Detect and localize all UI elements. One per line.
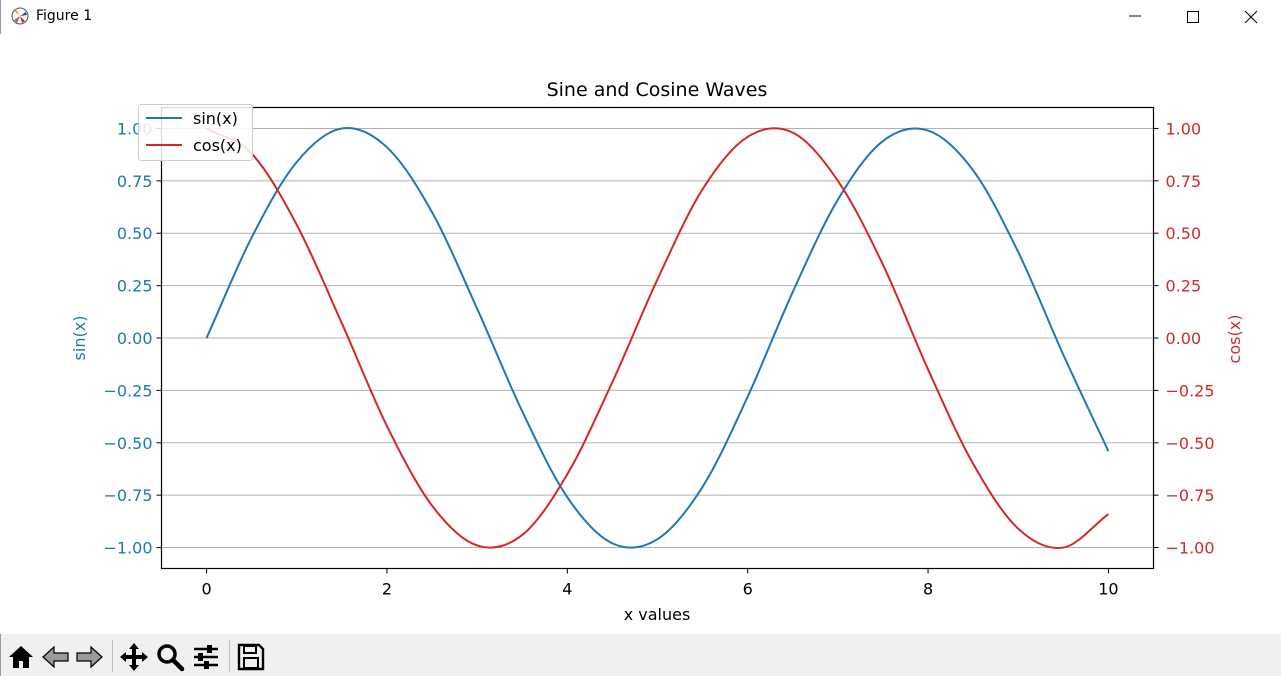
- configure-subplots-button[interactable]: [191, 642, 221, 672]
- right-tick-label: 0.75: [1166, 172, 1202, 191]
- right-tick-label: 1.00: [1166, 119, 1202, 138]
- maximize-icon: [1187, 11, 1199, 23]
- back-icon: [42, 645, 69, 669]
- forward-icon: [76, 645, 103, 669]
- zoom-button[interactable]: [155, 642, 185, 672]
- forward-button[interactable]: [74, 642, 104, 672]
- home-icon: [9, 646, 33, 668]
- legend[interactable]: sin(x) cos(x): [138, 104, 253, 161]
- right-tick-label: 0.50: [1166, 224, 1202, 243]
- zoom-icon: [157, 644, 185, 672]
- back-button[interactable]: [41, 642, 71, 672]
- pan-icon: [120, 643, 148, 671]
- left-tick-label: 0.50: [117, 224, 153, 243]
- left-y-axis: 1.000.750.500.250.00−0.25−0.50−0.75−1.00: [103, 119, 162, 558]
- x-axis: 0 2 4 6 8 10: [201, 568, 1119, 599]
- left-tick-label: 0.00: [117, 329, 153, 348]
- x-tick-label: 4: [562, 580, 572, 599]
- close-icon: [1244, 10, 1258, 24]
- minimize-icon: [1129, 15, 1141, 17]
- legend-label-cos: cos(x): [193, 136, 242, 155]
- left-tick-label: −1.00: [103, 539, 152, 558]
- title-bar: Figure 1: [0, 0, 1281, 34]
- right-tick-label: −0.50: [1166, 434, 1215, 453]
- right-tick-label: −0.25: [1166, 381, 1215, 400]
- left-tick-label: −0.25: [103, 381, 152, 400]
- left-tick-label: −0.50: [103, 434, 152, 453]
- save-button[interactable]: [236, 642, 266, 672]
- toolbar-separator: [112, 640, 113, 672]
- home-button[interactable]: [6, 642, 36, 672]
- series-line-sinx: [205, 126, 1110, 549]
- right-tick-label: 0.00: [1166, 329, 1202, 348]
- x-tick-label: 0: [201, 580, 211, 599]
- maximize-button[interactable]: [1164, 0, 1222, 34]
- save-icon: [237, 643, 265, 671]
- x-tick-label: 2: [382, 580, 392, 599]
- x-tick-label: 8: [923, 580, 933, 599]
- window-title: Figure 1: [36, 8, 93, 24]
- chart-title: Sine and Cosine Waves: [547, 79, 768, 101]
- matplotlib-app-icon: [11, 7, 29, 25]
- close-button[interactable]: [1222, 0, 1280, 34]
- right-tick-label: −1.00: [1166, 539, 1215, 558]
- right-tick-label: 0.25: [1166, 277, 1202, 296]
- grid-lines: [161, 127, 1154, 549]
- left-y-axis-label: sin(x): [70, 316, 89, 361]
- minimize-button[interactable]: [1106, 0, 1164, 34]
- x-tick-label: 10: [1098, 580, 1118, 599]
- left-tick-label: −0.75: [103, 486, 152, 505]
- navigation-toolbar: [0, 634, 1281, 676]
- plot-lines: [205, 126, 1110, 550]
- pan-button[interactable]: [119, 642, 149, 672]
- x-axis-label: x values: [624, 605, 691, 624]
- right-y-axis-label: cos(x): [1225, 315, 1244, 364]
- x-tick-label: 6: [743, 580, 753, 599]
- series-line-cosx: [206, 127, 1110, 550]
- right-y-axis: 1.00 0.75 0.50 0.25 0.00 −0.25 −0.50 −0.75 −1.00: [1153, 119, 1215, 558]
- left-tick-label: 0.25: [117, 277, 153, 296]
- legend-label-sin: sin(x): [193, 109, 238, 128]
- right-tick-label: −0.75: [1166, 486, 1215, 505]
- left-tick-label: 0.75: [117, 172, 153, 191]
- configure-subplots-icon: [194, 645, 218, 669]
- toolbar-separator: [229, 640, 230, 672]
- figure-canvas[interactable]: 1.00 0.75 0.50 0.25 0.00 −0.25 −0.50 −0.75 −1.00…: [0, 34, 1281, 634]
